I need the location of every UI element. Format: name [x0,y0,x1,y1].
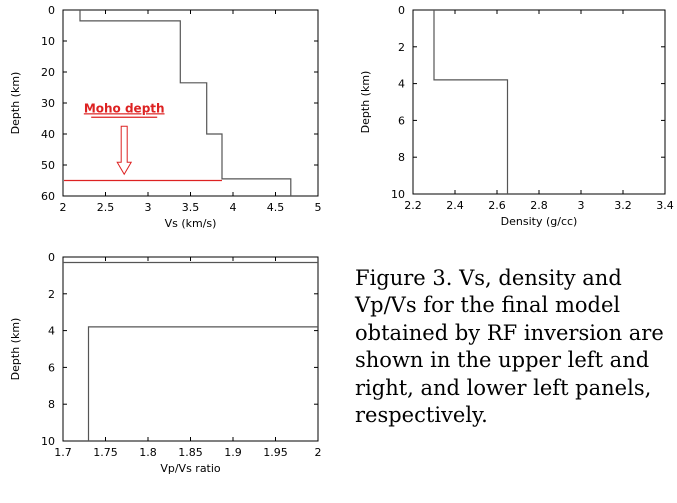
x-tick-label: 2 [60,201,67,214]
figure-caption: Figure 3. Vs, density and Vp/Vs for the … [355,266,664,428]
x-axis-title: Vs (km/s) [165,217,217,230]
x-tick-label: 1.9 [224,446,242,459]
y-tick-label: 50 [41,159,55,172]
x-tick-label: 2.4 [446,199,464,212]
plot-frame-3 [62,256,319,442]
y-tick-label: 6 [48,361,55,374]
y-axis-title: Depth (km) [359,71,372,134]
y-tick-label: 0 [48,251,55,264]
x-tick-label: 2 [315,446,322,459]
series-line-1-1 [79,10,292,196]
moho-label: Moho depth [84,101,165,115]
moho-arrow-icon [116,125,133,176]
x-tick-label: 3 [145,201,152,214]
y-tick-label: 40 [41,128,55,141]
x-tick-label: 2.8 [530,199,548,212]
x-axis-title: Vp/Vs ratio [160,462,221,475]
x-tick-label: 1.85 [178,446,203,459]
x-tick-label: 4.5 [267,201,285,214]
y-tick-label: 0 [398,4,405,17]
x-tick-label: 2.6 [488,199,506,212]
x-tick-label: 1.7 [54,446,72,459]
x-tick-label: 1.95 [263,446,288,459]
series-line-2-1 [433,10,509,194]
y-tick-label: 4 [398,78,405,91]
x-tick-label: 2.5 [97,201,115,214]
x-tick-label: 5 [315,201,322,214]
y-axis-title: Depth (km) [9,72,22,135]
x-tick-label: 3.5 [182,201,200,214]
x-axis-title: Density (g/cc) [501,215,578,228]
y-tick-label: 30 [41,97,55,110]
y-tick-label: 2 [48,288,55,301]
x-tick-label: 1.75 [93,446,118,459]
y-tick-label: 20 [41,66,55,79]
y-tick-label: 8 [398,151,405,164]
y-tick-label: 0 [48,4,55,17]
x-tick-label: 4 [230,201,237,214]
y-tick-label: 8 [48,398,55,411]
x-tick-label: 1.8 [139,446,157,459]
y-tick-label: 4 [48,325,55,338]
x-tick-label: 3 [578,199,585,212]
x-tick-label: 3.4 [656,199,674,212]
y-tick-label: 60 [41,190,55,203]
x-tick-label: 3.2 [614,199,632,212]
series-line-3-2 [87,326,318,441]
y-tick-label: 10 [391,188,405,201]
y-tick-label: 6 [398,114,405,127]
x-tick-label: 2.2 [404,199,422,212]
plot-frame-2 [412,9,666,195]
y-tick-label: 2 [398,41,405,54]
y-tick-label: 10 [41,35,55,48]
y-axis-title: Depth (km) [9,318,22,381]
y-tick-label: 10 [41,435,55,448]
